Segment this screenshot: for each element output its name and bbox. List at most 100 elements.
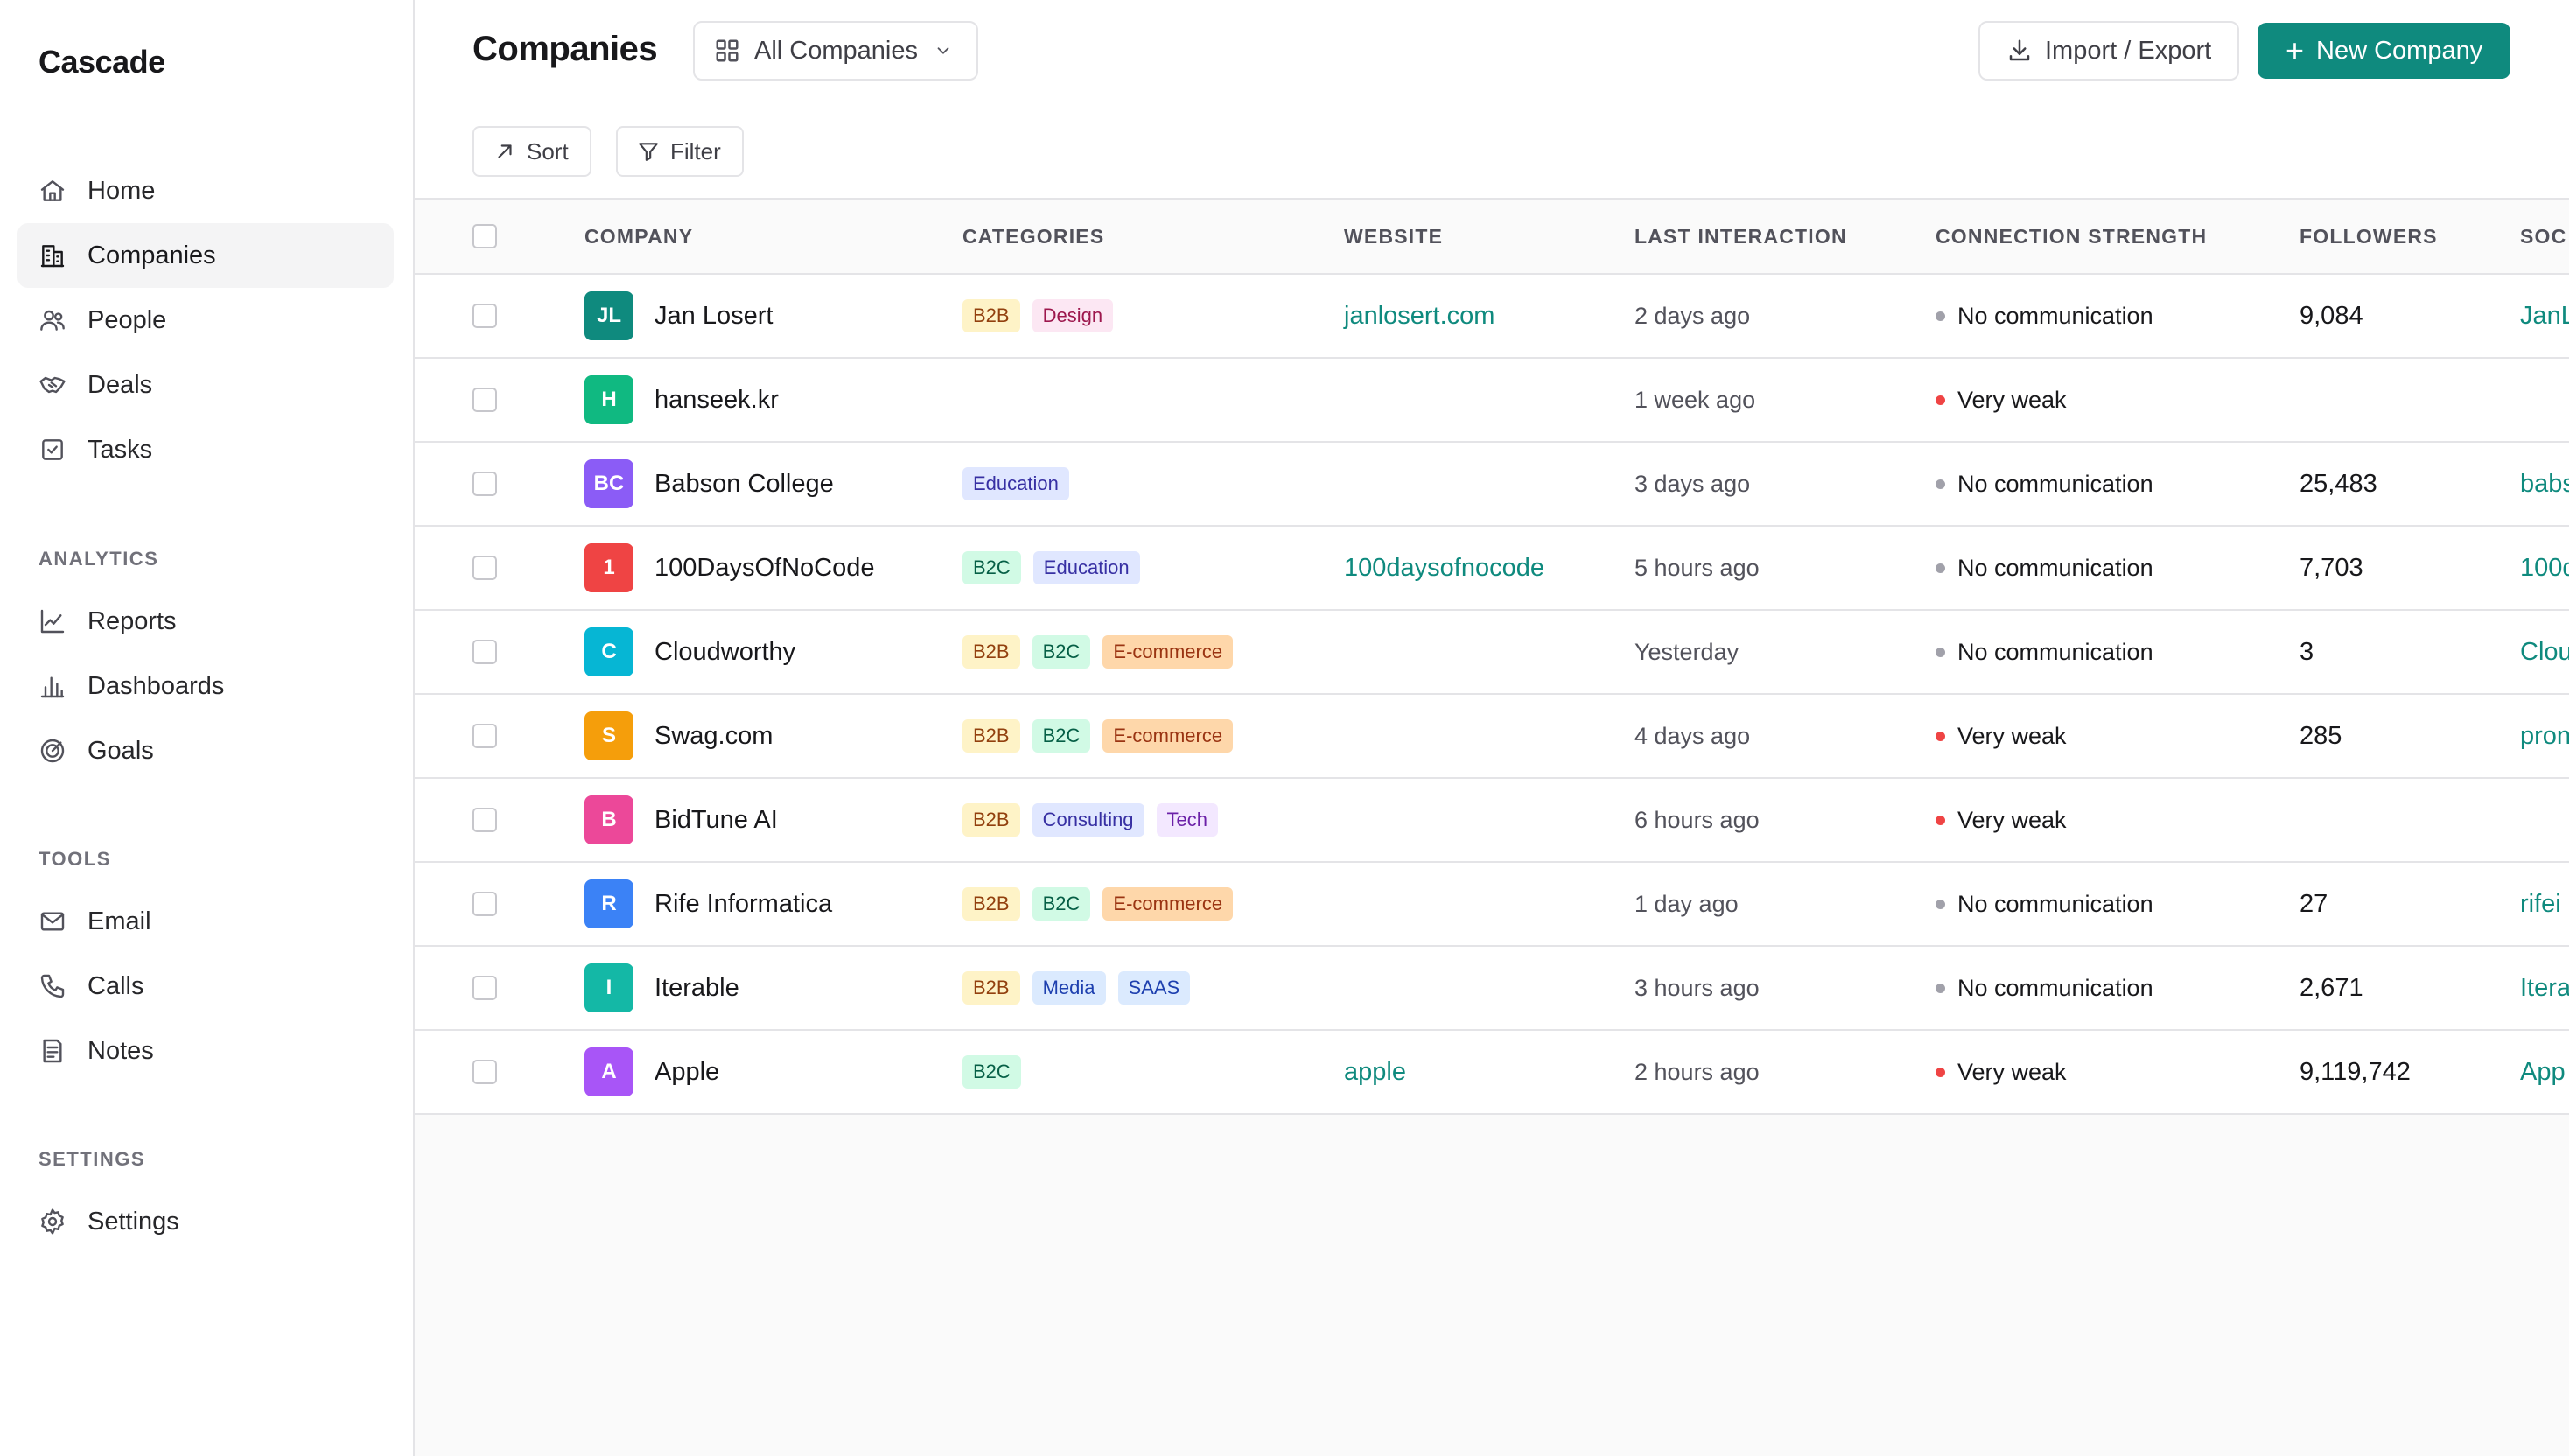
social-link[interactable]: Itera	[2520, 973, 2569, 1002]
sidebar-item-tasks[interactable]: Tasks	[18, 417, 394, 482]
column-header-company[interactable]: COMPANY	[584, 225, 694, 248]
connection-strength: Very weak	[1957, 386, 2067, 413]
last-interaction: 3 days ago	[1634, 470, 1751, 497]
mail-icon	[40, 912, 65, 931]
last-interaction: 1 day ago	[1634, 890, 1739, 917]
table-row[interactable]: BC Babson College Education 3 days ago No co…	[415, 443, 2569, 527]
strength-dot	[1936, 899, 1945, 909]
column-header-followers[interactable]: FOLLOWERS	[2300, 225, 2438, 248]
sidebar-item-reports[interactable]: Reports	[18, 589, 394, 654]
company-name[interactable]: Cloudworthy	[654, 637, 796, 666]
row-checkbox[interactable]	[472, 892, 497, 916]
line-chart-icon	[40, 609, 65, 634]
categories-cell: B2B B2C E-commerce	[962, 695, 1245, 777]
column-header-last-interaction[interactable]: LAST INTERACTION	[1634, 225, 1847, 248]
table-row[interactable]: R Rife Informatica B2B B2C E-commerce 1 day a…	[415, 863, 2569, 947]
sidebar-item-email[interactable]: Email	[18, 889, 394, 954]
bar-chart-icon	[40, 676, 65, 698]
sidebar-item-people[interactable]: People	[18, 288, 394, 353]
category-tag: E-commerce	[1102, 887, 1234, 920]
sidebar-item-label: Companies	[88, 241, 216, 270]
table-row[interactable]: C Cloudworthy B2B B2C E-commerce Yesterday No …	[415, 611, 2569, 695]
table-row[interactable]: B BidTune AI B2B Consulting Tech 6 hours ago V…	[415, 779, 2569, 863]
followers-count: 9,119,742	[2300, 1057, 2411, 1086]
table-row[interactable]: A Apple B2C apple 2 hours ago Very weak 9,119,…	[415, 1031, 2569, 1115]
company-name[interactable]: BidTune AI	[654, 805, 778, 834]
row-checkbox[interactable]	[472, 640, 497, 664]
sidebar-item-goals[interactable]: Goals	[18, 718, 394, 783]
company-avatar: BC	[584, 459, 634, 508]
column-header-categories[interactable]: CATEGORIES	[962, 225, 1105, 248]
categories-cell: B2C Education	[962, 527, 1152, 609]
company-name[interactable]: hanseek.kr	[654, 385, 779, 414]
column-header-social[interactable]: SOC	[2520, 225, 2567, 248]
analytics-section-label: ANALYTICS	[38, 548, 159, 570]
social-link[interactable]: rifei	[2520, 889, 2561, 918]
table-row[interactable]: JL Jan Losert B2B Design janlosert.com 2 days…	[415, 275, 2569, 359]
select-all-checkbox[interactable]	[472, 224, 497, 248]
company-name[interactable]: Babson College	[654, 469, 834, 498]
new-company-label: New Company	[2316, 36, 2483, 65]
sidebar-item-label: Notes	[88, 1036, 154, 1065]
company-avatar: R	[584, 879, 634, 928]
import-export-button[interactable]: Import / Export	[1978, 21, 2240, 80]
company-avatar: 1	[584, 543, 634, 592]
table-body: JL Jan Losert B2B Design janlosert.com 2 days…	[415, 275, 2569, 1115]
table-row[interactable]: I Iterable B2B Media SAAS 3 hours ago No commu…	[415, 947, 2569, 1031]
sidebar-item-settings[interactable]: Settings	[18, 1189, 394, 1254]
sidebar-item-calls[interactable]: Calls	[18, 954, 394, 1018]
strength-dot	[1936, 1067, 1945, 1077]
filter-label: Filter	[670, 137, 721, 164]
company-name[interactable]: Jan Losert	[654, 301, 774, 330]
row-checkbox[interactable]	[472, 1060, 497, 1084]
connection-strength: Very weak	[1957, 722, 2067, 749]
sidebar-item-companies[interactable]: Companies	[18, 223, 394, 288]
sidebar-item-dashboards[interactable]: Dashboards	[18, 654, 394, 718]
column-header-connection-strength[interactable]: CONNECTION STRENGTH	[1936, 225, 2208, 248]
company-name[interactable]: Swag.com	[654, 721, 774, 750]
company-name[interactable]: Rife Informatica	[654, 889, 833, 918]
social-link[interactable]: babs	[2520, 469, 2569, 498]
sidebar-item-home[interactable]: Home	[18, 158, 394, 223]
category-tag: B2B	[962, 299, 1020, 332]
social-link[interactable]: pron	[2520, 721, 2569, 750]
website-link[interactable]: janlosert.com	[1344, 301, 1495, 330]
tools-section-label: TOOLS	[38, 848, 111, 870]
social-link[interactable]: Clou	[2520, 637, 2569, 666]
website-link[interactable]: apple	[1344, 1057, 1406, 1086]
page-title: Companies	[472, 30, 658, 68]
filter-button[interactable]: Filter	[616, 126, 744, 177]
sidebar-item-notes[interactable]: Notes	[18, 1018, 394, 1083]
company-name[interactable]: Iterable	[654, 973, 739, 1002]
social-link[interactable]: JanL	[2520, 301, 2569, 330]
strength-dot	[1936, 311, 1945, 321]
column-header-website[interactable]: WEBSITE	[1344, 225, 1444, 248]
last-interaction: 6 hours ago	[1634, 806, 1760, 833]
company-name[interactable]: Apple	[654, 1057, 720, 1086]
row-checkbox[interactable]	[472, 304, 497, 328]
connection-strength: No communication	[1957, 302, 2153, 329]
row-checkbox[interactable]	[472, 556, 497, 580]
social-link[interactable]: 100d	[2520, 553, 2569, 582]
sort-button[interactable]: Sort	[472, 126, 592, 177]
sidebar-item-deals[interactable]: Deals	[18, 353, 394, 417]
row-checkbox[interactable]	[472, 976, 497, 1000]
table-row[interactable]: S Swag.com B2B B2C E-commerce 4 days ago Very …	[415, 695, 2569, 779]
table-row[interactable]: 1 100DaysOfNoCode B2C Education 100daysofnoc…	[415, 527, 2569, 611]
row-checkbox[interactable]	[472, 388, 497, 412]
row-checkbox[interactable]	[472, 472, 497, 496]
view-select[interactable]: All Companies	[693, 21, 978, 80]
row-checkbox[interactable]	[472, 808, 497, 832]
table-header: COMPANY CATEGORIES WEBSITE LAST INTERACT…	[415, 200, 2569, 275]
row-checkbox[interactable]	[472, 724, 497, 748]
category-tag: Education	[1032, 551, 1140, 584]
website-link[interactable]: 100daysofnocode	[1344, 553, 1544, 582]
category-tag: Design	[1032, 299, 1114, 332]
category-tag: E-commerce	[1102, 719, 1234, 752]
chevron-down-icon	[937, 47, 949, 54]
company-name[interactable]: 100DaysOfNoCode	[654, 553, 875, 582]
new-company-button[interactable]: + New Company	[2258, 23, 2511, 79]
social-link[interactable]: App	[2520, 1057, 2566, 1086]
arrow-up-right-icon	[498, 144, 512, 158]
